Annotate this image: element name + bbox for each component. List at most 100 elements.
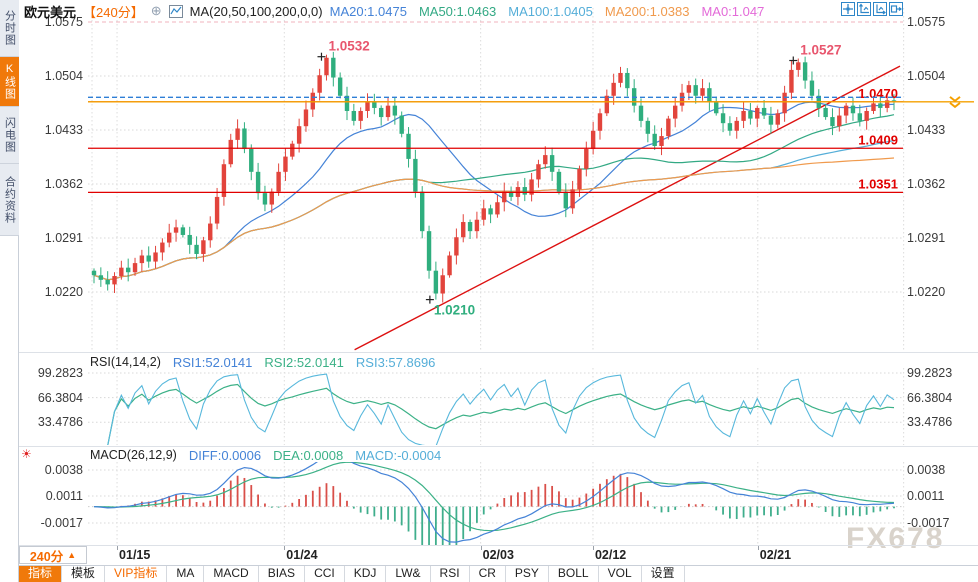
svg-text:1.0532: 1.0532 [328, 39, 369, 54]
y-axis-label: 1.0362 [44, 177, 83, 191]
sidebar-item-label: 分时图 [3, 10, 16, 46]
sidebar-item-timeshare[interactable]: 分时图 [0, 0, 19, 57]
svg-text:1.0210: 1.0210 [434, 303, 475, 318]
time-axis-separator [19, 545, 978, 546]
indicator-tab-CCI[interactable]: CCI [305, 566, 345, 582]
pan-right-icon[interactable] [889, 2, 903, 16]
macd-axis-label: -0.0017 [40, 515, 83, 530]
x-axis-tick [757, 546, 759, 550]
indicator-tab-MACD[interactable]: MACD [204, 566, 259, 582]
x-axis-label: 01/15 [119, 548, 151, 562]
rsi-axis-label: 33.4786 [37, 415, 83, 430]
rsi-axis-label: 66.3804 [37, 390, 83, 405]
ma-formula-label: MA(20,50,100,200,0,0) [189, 3, 323, 19]
x-axis-tick [592, 546, 594, 550]
chevron-up-icon: ▲ [67, 550, 77, 560]
rsi-values: RSI1:52.0141 RSI2:52.0141 RSI3:57.8696 [173, 355, 436, 370]
ma-value-label: MA0:1.047 [701, 3, 765, 19]
svg-text:1.0470: 1.0470 [858, 86, 898, 101]
rsi-axis-label: 99.2823 [907, 366, 953, 380]
rsi-axis-label: 99.2823 [37, 366, 83, 380]
rsi-chart-canvas[interactable] [88, 368, 978, 445]
macd-axis-label: 0.0011 [45, 489, 83, 503]
indicator-tab-BOLL[interactable]: BOLL [549, 566, 599, 582]
indicator-tab-LW[interactable]: LW& [386, 566, 431, 582]
chart-type-icon[interactable] [168, 4, 183, 18]
crosshair-icon[interactable] [841, 2, 855, 16]
chart-header: 欧元美元 【240分】 ⊕ MA(20,50,100,200,0,0) MA20… [24, 3, 765, 20]
symbol-title: 欧元美元 [24, 4, 77, 20]
rsi-axis-label: 33.4786 [907, 415, 953, 430]
ma-value-label: MA20:1.0475 [329, 3, 407, 19]
indicator-tab-idx1[interactable]: 模板 [62, 566, 106, 582]
x-axis-tick [480, 546, 482, 550]
sidebar-item-label: 闪电图 [3, 117, 16, 153]
ma-value-label: MA50:1.0463 [418, 3, 497, 19]
rsi-title: RSI(14,14,2) [90, 355, 161, 369]
macd-axis-label: 0.0038 [44, 463, 83, 477]
indicator-tab-KDJ[interactable]: KDJ [345, 566, 387, 582]
add-overlay-icon[interactable]: ⊕ [150, 3, 162, 18]
macd-chart-canvas[interactable] [88, 462, 978, 545]
macd-value-label: DEA:0.0008 [273, 448, 344, 463]
x-axis-tick [117, 546, 119, 550]
indicator-tab-PSY[interactable]: PSY [506, 566, 549, 582]
y-axis-label: 1.0504 [907, 69, 946, 83]
indicator-tab-RSI[interactable]: RSI [431, 566, 470, 582]
macd-value-label: MACD:-0.0004 [355, 448, 442, 463]
sidebar-item-label: 合约资料 [3, 175, 16, 224]
sidebar-item-contract-info[interactable]: 合约资料 [0, 164, 19, 236]
period-selector-label: 240分 [29, 549, 64, 564]
scale-vertical-icon[interactable] [857, 2, 871, 16]
indicator-hot-icon[interactable]: ☀ [21, 447, 32, 461]
indicator-tab-CR[interactable]: CR [470, 566, 506, 582]
rsi-axis-label: 66.3804 [907, 390, 953, 405]
panel-separator [19, 446, 978, 447]
x-axis-label: 02/21 [759, 548, 792, 562]
x-axis-label: 02/03 [482, 548, 514, 562]
indicator-tabbar: 指标 模板 VIP指标 MA MACD BIAS CCI KDJ LW& RSI CR PSY BOLL… [19, 565, 978, 582]
x-axis-label: 02/12 [594, 548, 627, 562]
indicator-tab-VOL[interactable]: VOL [599, 566, 642, 582]
indicator-tab-BIAS[interactable]: BIAS [259, 566, 306, 582]
sidebar-item-kline[interactable]: K线图 [0, 57, 19, 107]
y-axis-label: 1.0220 [44, 285, 83, 299]
indicator-tab-zhibiao[interactable]: 指标 [19, 566, 63, 582]
sidebar-item-label: K线图 [3, 63, 16, 100]
y-axis-label: 1.0362 [907, 177, 946, 191]
scale-horizontal-icon[interactable] [873, 2, 887, 16]
x-axis-tick [284, 546, 286, 550]
macd-axis-label: -0.0017 [907, 515, 950, 530]
y-axis-label: 1.0291 [44, 231, 83, 245]
indicator-tab-MA[interactable]: MA [167, 566, 205, 582]
panel-separator [19, 352, 978, 353]
macd-title: MACD(26,12,9) [90, 448, 177, 462]
y-axis-label: 1.0220 [907, 285, 946, 299]
svg-text:1.0409: 1.0409 [858, 132, 898, 147]
macd-values: DIFF:0.0006 DEA:0.0008 MACD:-0.0004 [189, 448, 441, 463]
svg-text:1.0351: 1.0351 [858, 176, 898, 191]
indicator-tab-VIP[interactable]: VIP指标 [105, 566, 168, 582]
y-axis-label: 1.0433 [907, 123, 946, 137]
y-axis-label: 1.0575 [907, 15, 946, 29]
rsi-value-label: RSI3:57.8696 [355, 355, 436, 370]
main-chart-canvas[interactable]: 1.0470 1.0409 1.0351 1.0532 1.0210 1.0527 [88, 8, 978, 352]
macd-axis-label: 0.0011 [907, 489, 945, 503]
y-axis-label: 1.0575 [44, 15, 83, 29]
macd-axis-label: 0.0038 [907, 463, 946, 477]
macd-value-label: DIFF:0.0006 [188, 448, 262, 463]
sidebar-item-lightning[interactable]: 闪电图 [0, 107, 19, 164]
indicator-tab-idx14[interactable]: 设置 [642, 566, 685, 582]
ma-value-label: MA100:1.0405 [508, 3, 593, 19]
macd-panel-header: MACD(26,12,9) DIFF:0.0006 DEA:0.0008 MACD:… [90, 448, 441, 463]
period-selector[interactable]: 240分 ▲ [19, 546, 87, 564]
y-axis-label: 1.0504 [44, 69, 83, 83]
x-axis-label: 01/24 [286, 548, 318, 562]
svg-text:1.0527: 1.0527 [800, 43, 841, 58]
chart-toolbar [841, 2, 903, 16]
ma-values: MA20:1.0475 MA50:1.0463 MA100:1.0405 MA200:… [330, 4, 765, 19]
timeframe-label: 【240分】 [83, 4, 144, 20]
rsi-panel-header: RSI(14,14,2) RSI1:52.0141 RSI2:52.0141 RSI… [90, 355, 435, 370]
ma-value-label: MA200:1.0383 [604, 3, 690, 19]
